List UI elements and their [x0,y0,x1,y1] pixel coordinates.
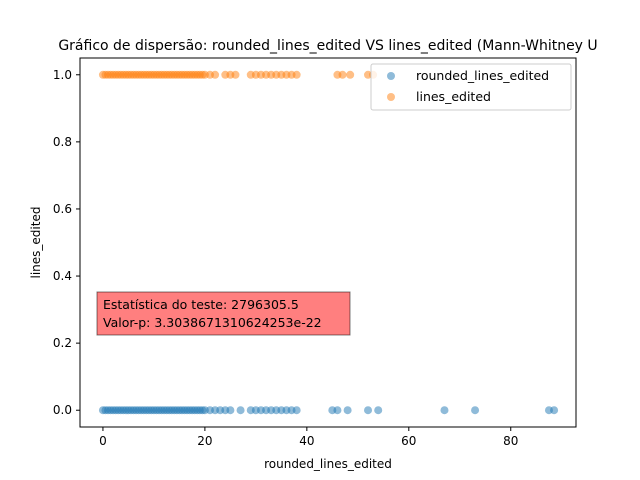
chart-title: Gráfico de dispersão: rounded_lines_edit… [58,38,597,54]
x-tick-label: 40 [299,434,314,448]
data-point [471,406,480,415]
x-tick-label: 60 [401,434,416,448]
x-axis-label: rounded_lines_edited [264,457,392,471]
legend-marker-rounded-lines-edited [387,72,395,80]
data-point [550,406,559,415]
x-tick-label: 0 [99,434,107,448]
x-tick-label: 20 [197,434,212,448]
data-point [292,70,301,79]
axes-frame [79,57,577,428]
test-statistic-text: Estatística do teste: 2796305.5 [103,297,299,312]
y-tick-label: 0.2 [53,336,72,350]
data-point [292,406,301,415]
y-tick-label: 0.4 [53,269,72,283]
legend-label-rounded-lines-edited: rounded_lines_edited [416,68,549,83]
data-point [374,406,383,415]
data-point [226,406,235,415]
stats-annotation-box [96,291,351,336]
data-point [346,70,355,79]
legend: rounded_lines_edited lines_edited [370,63,572,111]
x-tick-label: 80 [503,434,518,448]
axis-ticks: 0 20 40 60 80 0.0 0.2 0.4 0.6 0.8 1.0 [53,68,518,448]
data-point [364,406,373,415]
y-tick-label: 0.8 [53,135,72,149]
data-point [236,406,245,415]
stats-annotation: Estatística do teste: 2796305.5 Valor-p:… [96,291,351,336]
y-tick-label: 0.6 [53,202,72,216]
plot-area [98,70,559,415]
data-point [343,406,352,415]
legend-label-lines-edited: lines_edited [416,89,491,104]
series-lines-edited [98,70,378,79]
data-point [338,70,347,79]
series-rounded-lines-edited [98,406,559,415]
legend-marker-lines-edited [387,93,395,101]
y-axis-label: lines_edited [29,207,43,279]
legend-box [370,63,572,111]
y-tick-label: 0.0 [53,403,72,417]
data-point [231,70,240,79]
y-tick-label: 1.0 [53,68,72,82]
data-point [440,406,449,415]
data-point [211,70,220,79]
p-value-text: Valor-p: 3.3038671310624253e-22 [103,315,322,330]
data-point [333,406,342,415]
